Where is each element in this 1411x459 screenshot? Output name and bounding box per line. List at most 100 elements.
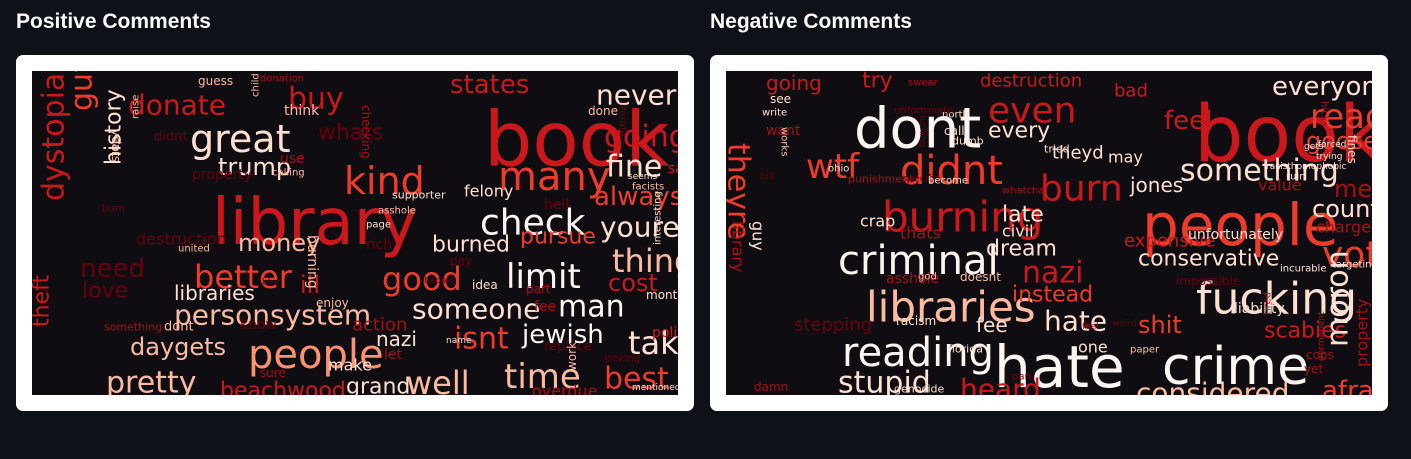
word-money: money: [238, 229, 320, 257]
word-child: child: [251, 73, 262, 97]
word-trying: trying: [1316, 152, 1342, 162]
word-want: want: [766, 123, 801, 139]
word-action: action: [352, 315, 407, 336]
word-libraries: libraries: [866, 283, 1036, 332]
word-charged: charged: [1316, 218, 1372, 237]
word-country: country: [1312, 195, 1372, 223]
word-shit: shit: [1138, 311, 1182, 339]
negative-wordcloud-card: book people hate crime dont fucking libraries r…: [710, 55, 1388, 411]
word-become: become: [928, 176, 968, 187]
word-pretty: pretty: [106, 366, 196, 396]
word-guess: guess: [198, 74, 233, 88]
word-mentioned: mentioned: [632, 383, 678, 393]
word-daygets: daygets: [130, 333, 226, 361]
word-god: god: [918, 272, 937, 283]
positive-comments-title: Positive Comments: [16, 10, 211, 33]
word-blur: blur: [262, 278, 280, 288]
word-dystopian: dystopian: [37, 71, 72, 201]
word-cops: cops: [1306, 348, 1334, 362]
word-nazi: nazi: [1022, 256, 1083, 291]
word-burn: burn: [102, 204, 125, 215]
word-forced: forced: [1318, 140, 1346, 150]
word-moron: moron: [1321, 250, 1356, 347]
word-burning: burning: [882, 193, 1043, 242]
word-damn: damn: [754, 380, 788, 394]
word-didnt: didnt: [900, 148, 1003, 194]
word-incurable: incurable: [1280, 264, 1326, 275]
word-hapaio: hapaio: [424, 276, 455, 286]
word-may: may: [1108, 148, 1143, 167]
word-good: good: [382, 260, 462, 298]
word-know: know: [240, 317, 277, 333]
word-people: people: [1142, 191, 1339, 259]
word-something: something: [104, 321, 162, 334]
word-crap: crap: [860, 212, 895, 231]
word-facists: facists: [632, 182, 664, 193]
word-burning: burning: [304, 235, 320, 289]
word-dumb: dumb: [952, 135, 984, 148]
word-feel: feel: [1164, 106, 1212, 136]
word-wtf: wtf: [806, 147, 860, 187]
word-years: years: [109, 129, 123, 162]
word-property: property: [192, 167, 252, 183]
word-even: even: [988, 91, 1076, 132]
word-hate: hate: [1044, 305, 1107, 338]
word-library: library: [729, 221, 748, 272]
word-dont: dont: [854, 97, 981, 162]
word-fee: fee: [976, 313, 1008, 337]
word-donation: donation: [260, 74, 304, 85]
word-theyd: theyd: [1052, 143, 1104, 164]
word-mean: mean: [1334, 175, 1372, 203]
word-donate: donate: [128, 89, 226, 122]
word-great: great: [190, 117, 290, 161]
word-book: book: [484, 95, 669, 184]
word-swear: swear: [908, 78, 939, 89]
word-call: call: [944, 124, 965, 138]
word-guy: guy: [65, 71, 100, 111]
word-whatcha: whatcha: [1002, 186, 1045, 197]
word-every: every: [988, 119, 1050, 144]
word-grand: grand: [346, 375, 410, 396]
word-heard: heard: [960, 373, 1041, 396]
word-burned: burned: [432, 233, 510, 258]
word-jones: jones: [1129, 173, 1183, 197]
word-looking: looking: [604, 354, 640, 365]
word-personsystem: personsystem: [174, 299, 371, 332]
word-literate: literate: [617, 101, 628, 137]
word-destruction: destruction: [136, 230, 227, 249]
word-lot: lot: [109, 141, 123, 157]
word-paper: paper: [1130, 345, 1160, 356]
word-read: read: [1310, 97, 1372, 137]
word-thing: thing: [612, 242, 678, 280]
negative-comments-title: Negative Comments: [710, 10, 912, 33]
word-ohio: ohio: [828, 164, 849, 175]
word-try: try: [862, 71, 893, 94]
word-florida: florida: [948, 343, 983, 356]
word-raise: raise: [131, 95, 142, 119]
word-dont: dont: [164, 320, 194, 335]
word-asshole: asshole: [378, 206, 416, 217]
word-specific: specific: [902, 174, 940, 185]
word-tried: tried: [1044, 143, 1070, 156]
word-expensive: expensive: [1124, 231, 1215, 252]
word-name: name: [446, 336, 472, 346]
word-replace: replace: [544, 340, 592, 355]
word-goose: goose: [1306, 127, 1372, 155]
word-feel: feel: [1082, 322, 1099, 332]
word-checking: checking: [359, 105, 373, 159]
word-targeting: targeting: [1332, 260, 1372, 271]
word-page: page: [366, 220, 391, 231]
word-racism: racism: [896, 314, 936, 328]
word-hell: hell: [544, 197, 569, 213]
word-pay: pay: [450, 254, 472, 268]
word-write: write: [762, 108, 787, 119]
word-cost: cost: [608, 269, 658, 297]
word-theft: theft: [32, 275, 55, 327]
word-fee: fee: [534, 299, 556, 315]
word-done: done: [588, 104, 618, 118]
word-didnt: didnt: [154, 130, 187, 145]
word-thats: thats: [900, 224, 941, 243]
word-something: something: [1180, 154, 1339, 189]
word-felony: felony: [464, 182, 513, 201]
